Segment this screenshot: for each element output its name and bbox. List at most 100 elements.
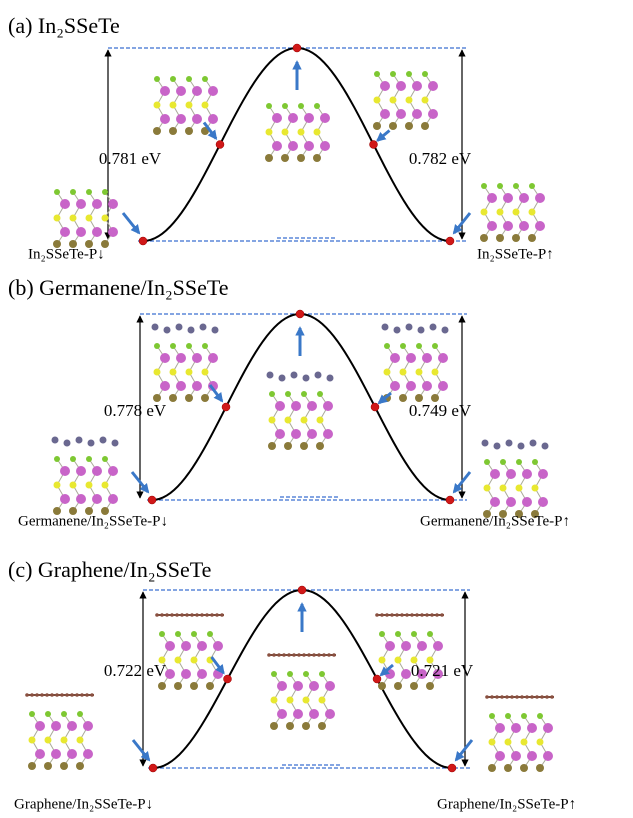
atom bbox=[190, 656, 198, 664]
atom bbox=[69, 507, 77, 515]
atom bbox=[210, 613, 214, 617]
state-point bbox=[370, 402, 380, 412]
atom bbox=[29, 711, 35, 717]
atom bbox=[427, 631, 433, 637]
atom bbox=[302, 374, 310, 382]
atom bbox=[28, 736, 36, 744]
atom bbox=[60, 736, 68, 744]
atom bbox=[154, 76, 160, 82]
crystal-structure bbox=[266, 371, 334, 450]
atom bbox=[169, 101, 177, 109]
atom bbox=[395, 631, 401, 637]
atom bbox=[405, 613, 409, 617]
atom bbox=[285, 391, 291, 397]
atom bbox=[373, 122, 381, 130]
atom bbox=[385, 641, 395, 651]
atom bbox=[487, 193, 497, 203]
atom bbox=[374, 71, 380, 77]
blue-arrow bbox=[202, 121, 218, 141]
atom bbox=[503, 221, 513, 231]
atom bbox=[101, 240, 109, 248]
atom bbox=[483, 484, 491, 492]
atom bbox=[373, 96, 381, 104]
atom bbox=[385, 613, 389, 617]
atom bbox=[380, 613, 384, 617]
barrier-label: 0.781 eV bbox=[99, 149, 162, 168]
atom bbox=[270, 696, 278, 704]
atom bbox=[160, 353, 170, 363]
atom bbox=[536, 764, 544, 772]
atom bbox=[495, 751, 505, 761]
crystal-structure bbox=[51, 436, 119, 515]
atom bbox=[293, 681, 303, 691]
atom bbox=[426, 682, 434, 690]
state-point bbox=[445, 236, 455, 246]
atom bbox=[50, 693, 54, 697]
atom bbox=[417, 669, 427, 679]
atom bbox=[272, 113, 282, 123]
atom bbox=[504, 764, 512, 772]
atom bbox=[520, 764, 528, 772]
atom bbox=[170, 76, 176, 82]
atom bbox=[531, 510, 539, 518]
atom bbox=[380, 109, 390, 119]
atom bbox=[86, 189, 92, 195]
atom bbox=[192, 381, 202, 391]
atom bbox=[53, 481, 61, 489]
atom bbox=[190, 682, 198, 690]
atom bbox=[175, 613, 179, 617]
atom bbox=[307, 401, 317, 411]
atom bbox=[92, 227, 102, 237]
atom bbox=[85, 693, 89, 697]
atom bbox=[169, 394, 177, 402]
atom bbox=[153, 127, 161, 135]
atom bbox=[541, 442, 549, 450]
atom bbox=[302, 722, 310, 730]
atom bbox=[291, 401, 301, 411]
atom bbox=[108, 494, 118, 504]
crystal-structure bbox=[481, 439, 549, 518]
atom bbox=[317, 653, 321, 657]
atom bbox=[70, 693, 74, 697]
atom bbox=[417, 641, 427, 651]
atom bbox=[175, 631, 181, 637]
atom bbox=[291, 429, 301, 439]
atom bbox=[70, 456, 76, 462]
atom bbox=[69, 481, 77, 489]
atom bbox=[35, 721, 45, 731]
atom bbox=[505, 713, 511, 719]
atom bbox=[44, 736, 52, 744]
blue-arrow bbox=[377, 391, 392, 405]
atom bbox=[480, 234, 488, 242]
blue-arrow bbox=[452, 471, 472, 494]
atom bbox=[512, 234, 520, 242]
atom bbox=[297, 128, 305, 136]
crystal-structure bbox=[375, 613, 444, 690]
atom bbox=[92, 494, 102, 504]
atom bbox=[176, 381, 186, 391]
atom bbox=[433, 669, 443, 679]
atom bbox=[300, 416, 308, 424]
atom bbox=[519, 193, 529, 203]
atom bbox=[504, 738, 512, 746]
atom bbox=[332, 653, 336, 657]
atom bbox=[515, 484, 523, 492]
atom bbox=[399, 368, 407, 376]
atom bbox=[421, 122, 429, 130]
atom bbox=[428, 81, 438, 91]
atom bbox=[281, 154, 289, 162]
blue-arrow bbox=[130, 471, 150, 494]
atom bbox=[303, 671, 309, 677]
atom bbox=[530, 695, 534, 699]
panel-title: (c) Graphene/In₂SSeTe bbox=[8, 557, 211, 582]
atom bbox=[169, 127, 177, 135]
atom bbox=[405, 122, 413, 130]
atom bbox=[550, 695, 554, 699]
atom bbox=[485, 695, 489, 699]
state-point bbox=[223, 674, 232, 684]
state-point bbox=[447, 763, 457, 773]
atom bbox=[151, 323, 159, 331]
atom bbox=[520, 695, 524, 699]
atom bbox=[206, 682, 214, 690]
